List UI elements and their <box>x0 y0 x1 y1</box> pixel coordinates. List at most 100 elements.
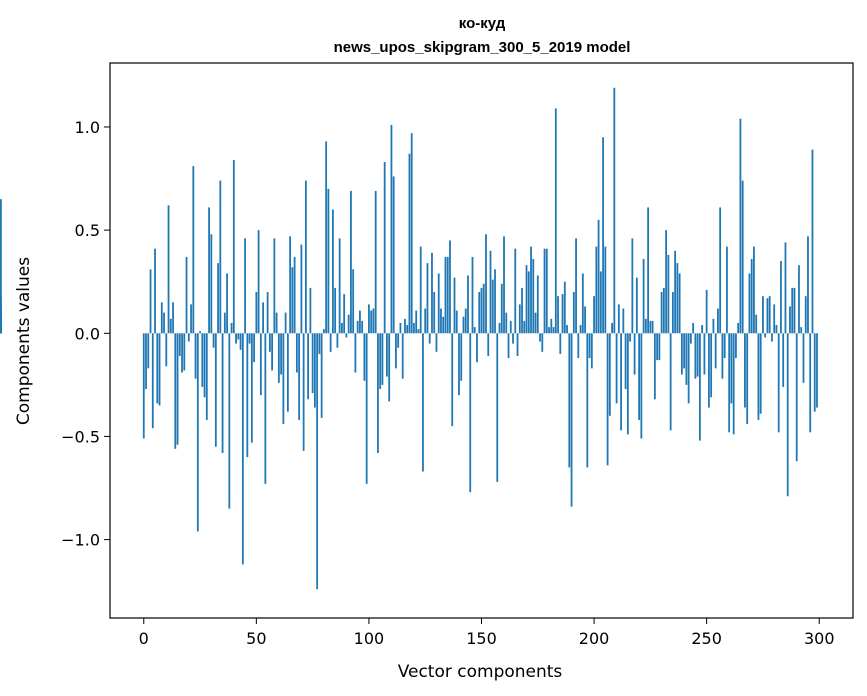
bar-component-12 <box>169 318 172 334</box>
bar-component-277 <box>766 298 769 334</box>
bar-component-9 <box>163 312 165 334</box>
bar-component-187 <box>563 281 566 334</box>
bar-component-200 <box>593 296 595 334</box>
bar-component-46 <box>246 333 249 458</box>
bar-component-97 <box>361 320 364 334</box>
bar-component-296 <box>809 333 812 433</box>
bar-component-117 <box>406 325 409 334</box>
bar-component-129 <box>433 292 436 334</box>
bar-component-242 <box>687 333 690 404</box>
bar-component-143 <box>464 308 467 334</box>
bar-component-264 <box>737 322 740 334</box>
bar-component-100 <box>368 304 370 334</box>
bar-component-238 <box>678 273 681 334</box>
bar-component-208 <box>611 322 613 334</box>
bar-component-297 <box>811 149 814 334</box>
bar-component-7 <box>158 333 161 406</box>
bar-component-183 <box>554 108 557 334</box>
bar-component-63 <box>284 312 287 334</box>
bar-component-99 <box>365 333 368 484</box>
bar-component-25 <box>199 331 201 334</box>
bar-component-103 <box>374 190 377 334</box>
bar-component-31 <box>212 333 215 348</box>
bar-component-181 <box>550 318 553 334</box>
bar-component-249 <box>703 333 706 375</box>
bar-component-241 <box>685 333 688 385</box>
bar-component-87 <box>338 238 341 334</box>
bar-component-174 <box>534 312 537 334</box>
bar-component-276 <box>764 333 767 338</box>
bar-component-88 <box>341 322 343 334</box>
bar-component-239 <box>680 333 683 375</box>
y-tick-label: −0.5 <box>61 427 100 446</box>
bar-component-261 <box>730 333 733 404</box>
bar-component-134 <box>444 256 447 334</box>
bar-component-108 <box>386 333 388 377</box>
bar-component-54 <box>264 333 267 484</box>
bar-component-293 <box>802 333 805 383</box>
bar-component-144 <box>467 275 469 334</box>
bar-component-272 <box>755 314 758 334</box>
bar-component-47 <box>248 333 251 344</box>
bar-component-85 <box>334 287 337 334</box>
bar-component-203 <box>599 271 602 334</box>
bar-component-167 <box>518 304 521 334</box>
bar-component-176 <box>539 333 541 342</box>
bar-component-8 <box>160 302 163 334</box>
bar-component-195 <box>581 273 584 334</box>
bar-component-198 <box>588 333 591 359</box>
bar-component-58 <box>273 238 276 334</box>
bar-component-269 <box>748 273 751 334</box>
bar-component-247 <box>699 333 701 441</box>
bar-component-11 <box>167 205 170 334</box>
bar-component-24 <box>196 333 199 532</box>
bar-component-90 <box>345 333 348 338</box>
bar-component-173 <box>532 259 535 334</box>
bar-component-204 <box>602 137 604 334</box>
bar-component-51 <box>257 230 260 334</box>
bar-component-37 <box>226 273 228 334</box>
bar-component-149 <box>478 292 481 334</box>
bar-component-96 <box>359 310 361 334</box>
bar-component-194 <box>579 325 582 334</box>
bar-component-193 <box>577 333 580 359</box>
bar-component-258 <box>723 333 726 359</box>
bar-component-53 <box>262 302 264 334</box>
bar-component-287 <box>789 306 791 334</box>
bar-component-41 <box>235 333 237 344</box>
bar-component-21 <box>190 304 192 334</box>
bar-component-240 <box>683 333 686 369</box>
bar-component-231 <box>662 287 665 334</box>
bar-component-33 <box>217 263 219 334</box>
bar-component-182 <box>552 327 555 334</box>
bar-component-68 <box>295 333 298 373</box>
chart-title: ко-куд <box>459 15 506 32</box>
bar-component-81 <box>325 141 328 334</box>
bar-component-162 <box>507 333 510 359</box>
bar-component-22 <box>192 166 195 334</box>
bar-component-78 <box>318 333 321 354</box>
plot-frame <box>109 62 854 619</box>
bar-component-113 <box>397 333 400 348</box>
bar-component-255 <box>717 308 719 334</box>
bar-component-1 <box>145 333 147 389</box>
bar-series <box>0 87 818 590</box>
bar-component-45 <box>244 238 246 334</box>
bar-component-284 <box>782 333 785 387</box>
bar-component-168 <box>521 287 523 334</box>
bar-component-44 <box>241 333 244 565</box>
bar-component-undefined <box>0 314 2 334</box>
bar-component-155 <box>491 279 494 334</box>
bar-component-145 <box>469 333 472 493</box>
bar-component-39 <box>230 322 233 334</box>
y-tick-label: −1.0 <box>61 531 100 550</box>
bar-component-19 <box>185 256 188 334</box>
bar-component-188 <box>566 325 568 334</box>
bar-component-196 <box>584 306 586 334</box>
bar-component-93 <box>352 269 355 334</box>
bar-component-212 <box>620 333 622 431</box>
bar-component-205 <box>604 246 607 334</box>
x-tick-label: 300 <box>804 629 835 648</box>
bar-component-157 <box>496 333 499 482</box>
bar-component-199 <box>590 333 593 369</box>
